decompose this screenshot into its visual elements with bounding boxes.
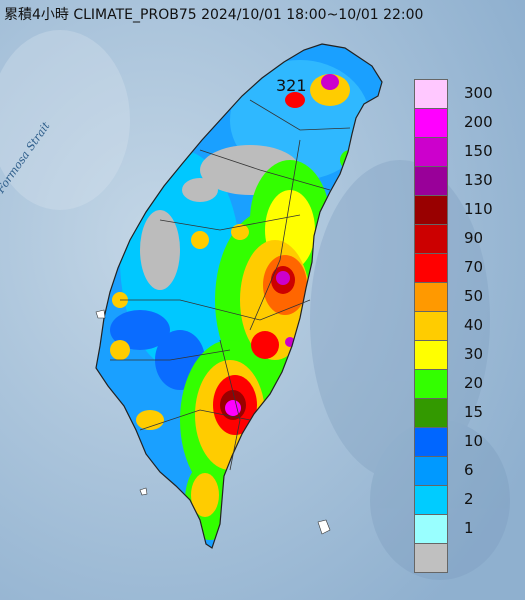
legend-label: 30	[464, 345, 484, 363]
legend-label: 6	[464, 461, 474, 479]
legend-swatch	[414, 544, 448, 573]
legend-label: 20	[464, 374, 484, 392]
legend-label: 2	[464, 490, 474, 508]
legend-label: 70	[464, 258, 484, 276]
legend-label: 130	[464, 171, 493, 189]
legend-swatch	[414, 79, 448, 109]
legend-label: 90	[464, 229, 484, 247]
legend-swatch	[414, 457, 448, 486]
legend-swatch	[414, 109, 448, 138]
legend-swatch	[414, 312, 448, 341]
legend-label: 200	[464, 113, 493, 131]
legend-label: 10	[464, 432, 484, 450]
legend-label: 50	[464, 287, 484, 305]
legend-label: 40	[464, 316, 484, 334]
legend-swatch	[414, 254, 448, 283]
legend-swatch	[414, 283, 448, 312]
legend-swatch	[414, 167, 448, 196]
color-legend	[414, 79, 448, 573]
legend-label: 15	[464, 403, 484, 421]
legend-label: 110	[464, 200, 493, 218]
legend-label: 1	[464, 519, 474, 537]
legend-label: 300	[464, 84, 493, 102]
legend-swatch	[414, 196, 448, 225]
legend-swatch	[414, 399, 448, 428]
county-borders	[110, 99, 351, 471]
legend-label: 150	[464, 142, 493, 160]
legend-swatch	[414, 428, 448, 457]
legend-swatch	[414, 138, 448, 167]
offshore-islets	[95, 309, 331, 535]
max-value-label: 321	[276, 76, 307, 95]
map-title: 累積4小時 CLIMATE_PROB75 2024/10/01 18:00~10…	[4, 7, 424, 23]
legend-swatch	[414, 225, 448, 254]
legend-swatch	[414, 341, 448, 370]
legend-swatch	[414, 370, 448, 399]
legend-swatch	[414, 486, 448, 515]
coastline	[95, 43, 383, 549]
legend-swatch	[414, 515, 448, 544]
